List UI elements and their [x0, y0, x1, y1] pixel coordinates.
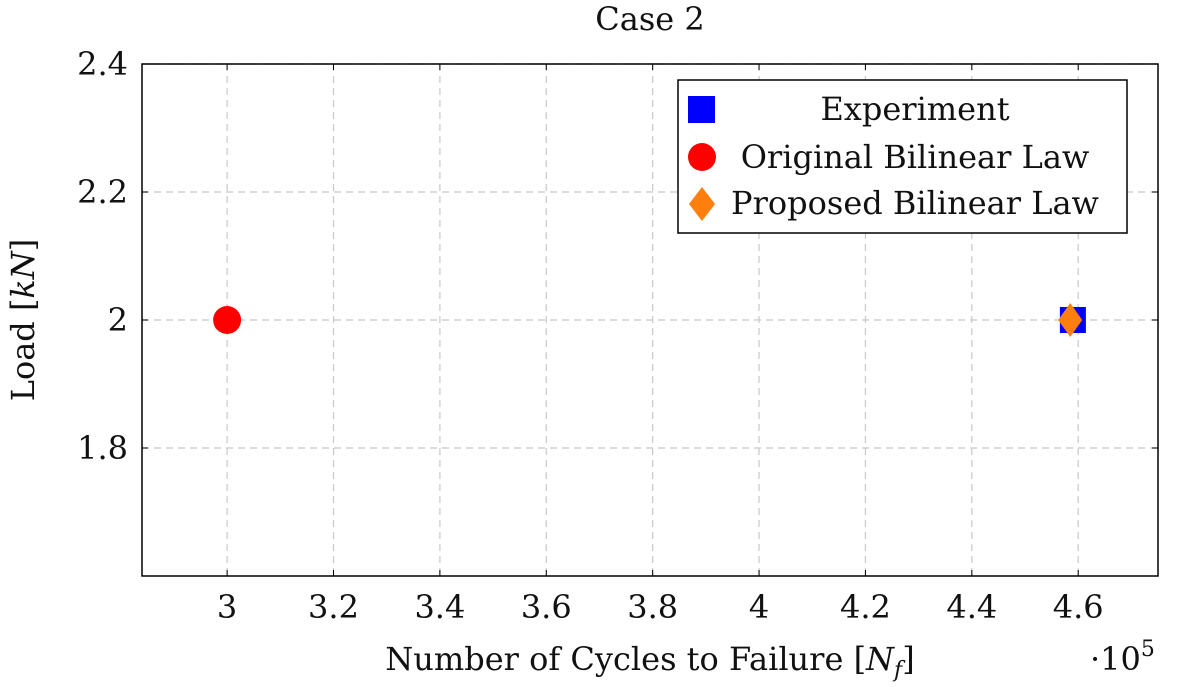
x-tick-label: 3.6: [521, 588, 572, 626]
x-tick-label: 4.2: [840, 588, 891, 626]
y-axis-label: Load [kN]: [4, 239, 42, 402]
plot-frame: [141, 63, 1159, 577]
x-tick-label: 3.4: [414, 588, 465, 626]
x-tick-label: 3.2: [308, 588, 359, 626]
legend-label-experiment: Experiment: [820, 90, 1009, 128]
legend: Experiment Original Bilinear Law Propose…: [677, 79, 1128, 234]
x-axis-label: Number of Cycles to Failure [Nf]: [385, 640, 914, 683]
legend-diamond-marker: [689, 187, 715, 221]
legend-label-proposed: Proposed Bilinear Law: [731, 184, 1099, 222]
data-point-original-bilinear: [213, 306, 242, 334]
y-tick-label: 2.4: [77, 45, 128, 83]
legend-box: [677, 79, 1128, 234]
legend-label-original: Original Bilinear Law: [741, 138, 1090, 176]
x-tick-label: 4.4: [946, 588, 997, 626]
y-tick-label: 1.8: [77, 429, 128, 467]
y-tick-labels: 1.8 2 2.2 2.4: [77, 45, 128, 467]
chart-title: Case 2: [595, 0, 704, 38]
y-tick-label: 2.2: [77, 173, 128, 211]
x-tick-label: 3.8: [627, 588, 678, 626]
x-tick-label: 4: [749, 588, 769, 626]
legend-square-marker: [688, 96, 715, 123]
y-tick-label: 2: [108, 301, 128, 339]
legend-circle-marker: [688, 143, 716, 171]
x-tick-label: 3: [217, 588, 237, 626]
data-point-proposed-bilinear: [1058, 303, 1083, 337]
data-points: [213, 303, 1086, 337]
x-tick-labels: 3 3.2 3.4 3.6 3.8 4 4.2 4.4 4.6: [217, 588, 1104, 626]
x-axis-multiplier: ·105: [1090, 637, 1155, 678]
x-tick-label: 4.6: [1053, 588, 1104, 626]
